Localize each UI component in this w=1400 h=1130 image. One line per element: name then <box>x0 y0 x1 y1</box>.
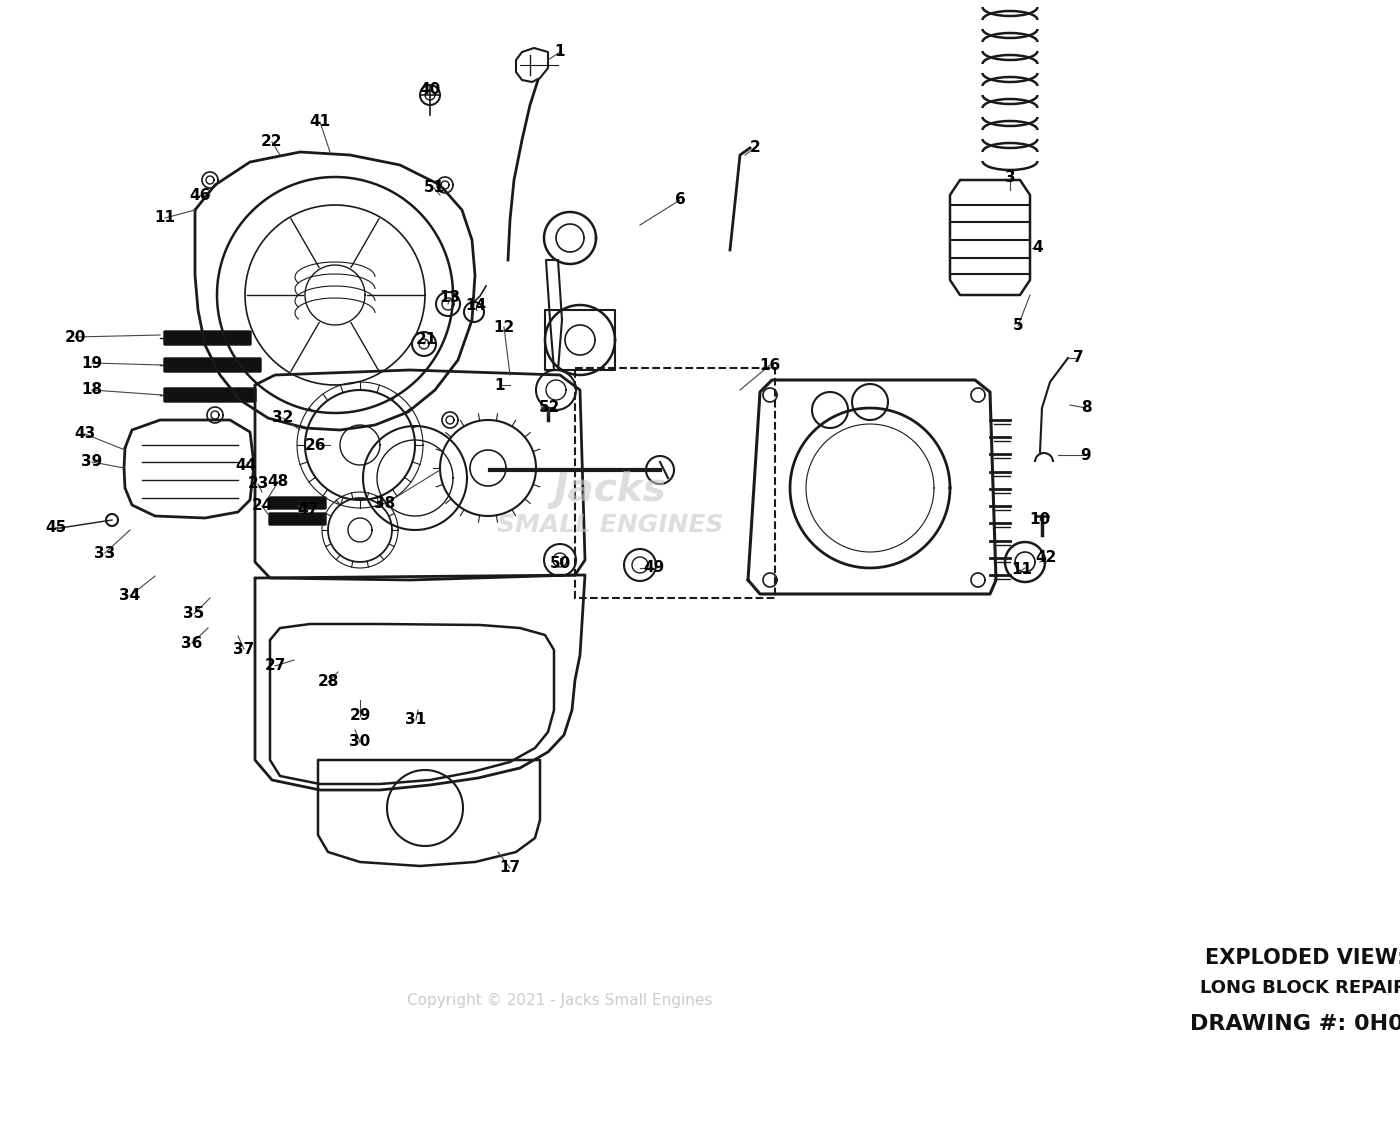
Text: 1: 1 <box>554 44 566 60</box>
Text: 6: 6 <box>675 192 686 208</box>
Text: 2: 2 <box>749 140 760 156</box>
Text: 14: 14 <box>465 298 487 313</box>
Text: 19: 19 <box>81 356 102 371</box>
Text: 22: 22 <box>262 134 283 149</box>
Text: 31: 31 <box>406 713 427 728</box>
Text: 27: 27 <box>265 659 286 673</box>
Text: 37: 37 <box>234 642 255 657</box>
Text: 7: 7 <box>1072 350 1084 365</box>
Text: 42: 42 <box>1036 550 1057 565</box>
Text: 4: 4 <box>1033 241 1043 255</box>
Text: 12: 12 <box>493 320 515 334</box>
Text: 35: 35 <box>183 607 204 622</box>
Text: 9: 9 <box>1081 447 1092 462</box>
Text: 10: 10 <box>1029 513 1050 528</box>
Text: DRAWING #: 0H0743: DRAWING #: 0H0743 <box>1190 1014 1400 1034</box>
Text: 28: 28 <box>318 675 339 689</box>
Text: 38: 38 <box>374 496 396 512</box>
FancyBboxPatch shape <box>269 497 326 508</box>
Text: LONG BLOCK REPAIR PARTS: LONG BLOCK REPAIR PARTS <box>1200 979 1400 997</box>
Text: 5: 5 <box>1012 319 1023 333</box>
Text: 52: 52 <box>539 400 560 416</box>
Text: 32: 32 <box>273 410 294 426</box>
FancyBboxPatch shape <box>164 388 256 402</box>
Text: 41: 41 <box>309 114 330 130</box>
Text: 23: 23 <box>248 477 269 492</box>
Text: 17: 17 <box>500 861 521 876</box>
FancyBboxPatch shape <box>269 513 326 525</box>
Text: 29: 29 <box>350 709 371 723</box>
FancyBboxPatch shape <box>164 358 260 372</box>
Text: 3: 3 <box>1005 171 1015 185</box>
Text: 45: 45 <box>45 521 67 536</box>
FancyBboxPatch shape <box>164 331 251 345</box>
Text: 49: 49 <box>644 560 665 575</box>
Text: 47: 47 <box>297 503 319 518</box>
Text: 16: 16 <box>759 357 781 373</box>
Text: Copyright © 2021 - Jacks Small Engines: Copyright © 2021 - Jacks Small Engines <box>407 992 713 1008</box>
Text: 24: 24 <box>252 498 273 513</box>
Text: 39: 39 <box>81 454 102 469</box>
Text: 48: 48 <box>267 475 288 489</box>
Text: 36: 36 <box>182 635 203 651</box>
Text: 46: 46 <box>189 189 210 203</box>
Text: 1: 1 <box>494 377 505 392</box>
Text: 8: 8 <box>1081 400 1092 416</box>
Text: Jacks: Jacks <box>553 471 666 508</box>
Text: 34: 34 <box>119 589 140 603</box>
Text: 33: 33 <box>94 546 116 560</box>
Text: 50: 50 <box>549 556 571 572</box>
Text: 21: 21 <box>416 332 437 348</box>
Text: 11: 11 <box>154 210 175 226</box>
Text: 40: 40 <box>420 82 441 97</box>
Text: 44: 44 <box>235 459 256 473</box>
Text: 13: 13 <box>440 290 461 305</box>
Text: 51: 51 <box>423 181 445 195</box>
Text: 20: 20 <box>64 330 85 345</box>
Text: SMALL ENGINES: SMALL ENGINES <box>497 513 724 537</box>
Text: EXPLODED VIEW:: EXPLODED VIEW: <box>1205 948 1400 968</box>
Text: 26: 26 <box>305 437 326 452</box>
Text: 43: 43 <box>74 426 95 442</box>
Text: 11: 11 <box>1011 563 1033 577</box>
Text: 18: 18 <box>81 382 102 398</box>
Text: 30: 30 <box>350 734 371 749</box>
